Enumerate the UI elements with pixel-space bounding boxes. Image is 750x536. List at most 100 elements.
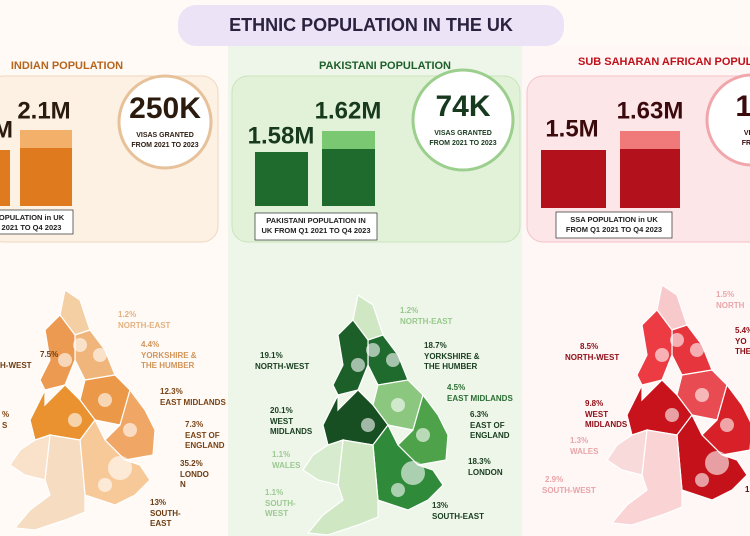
region-percent: 13%	[150, 498, 166, 507]
map-bubble	[720, 418, 734, 432]
caption-line: PAKISTANI POPULATION IN	[266, 216, 366, 225]
region-name: SOUTH-	[150, 509, 181, 518]
region-name: H-WEST	[0, 361, 32, 370]
region-name: NORTH	[716, 301, 745, 310]
map-region	[610, 429, 683, 526]
map-region	[302, 439, 344, 486]
panel-heading: INDIAN POPULATION	[11, 60, 123, 72]
region-name: MIDLANDS	[270, 427, 313, 436]
region-name: YO	[735, 337, 747, 346]
map-bubble	[108, 456, 132, 480]
region-percent: 1.1%	[272, 450, 290, 459]
map-bubble	[361, 418, 375, 432]
stat-bar	[255, 152, 308, 206]
visa-label: VISAS GRANTED	[136, 132, 194, 139]
map-bubble	[655, 348, 669, 362]
map-bubble	[98, 478, 112, 492]
stat-value: 1.62M	[315, 97, 382, 124]
region-name: SOUTH-WEST	[542, 486, 596, 495]
stat-value: 2.1M	[17, 97, 70, 124]
map-bubble	[366, 343, 380, 357]
visa-circle	[117, 74, 213, 170]
region-name: NORTH-EAST	[118, 321, 171, 330]
map-bubble	[73, 338, 87, 352]
visa-value: 13	[735, 90, 750, 123]
region-name: NORTH-EAST	[400, 317, 453, 326]
caption-box	[254, 212, 378, 241]
region-name: SOUTH-EAST	[432, 512, 484, 521]
region-name: EAST MIDLANDS	[160, 398, 226, 407]
visa-circle	[411, 68, 515, 172]
map-bubble	[93, 348, 107, 362]
page-title: ETHNIC POPULATION IN THE UK	[229, 15, 513, 35]
map-bubble	[123, 423, 137, 437]
region-percent: 1.3%	[570, 436, 588, 445]
region-percent: 5.4%	[735, 326, 750, 335]
region-percent: 19.1%	[260, 351, 283, 360]
visa-circle	[705, 73, 750, 167]
region-name: S	[2, 421, 8, 430]
region-percent: 7.3%	[185, 420, 203, 429]
region-percent: 8.5%	[580, 342, 598, 351]
region-name: LONDON	[468, 468, 503, 477]
stat-bar-top	[322, 131, 375, 149]
region-percent: %	[2, 410, 9, 419]
map-bubble	[58, 353, 72, 367]
region-percent: 1	[745, 485, 750, 494]
map-bubble	[98, 393, 112, 407]
visa-label: VISA	[744, 130, 750, 137]
stat-value: 1.5M	[545, 115, 598, 142]
region-name: NORTH-WEST	[255, 362, 309, 371]
region-name: WALES	[570, 447, 599, 456]
region-name: EAST	[150, 519, 171, 528]
map-bubble	[416, 428, 430, 442]
caption-line: 2021 TO Q4 2023	[2, 223, 62, 232]
stat-bar	[0, 150, 10, 206]
region-percent: 1.1%	[265, 488, 283, 497]
map-region	[9, 434, 51, 481]
region-name: N	[180, 480, 186, 489]
panel-heading: SUB SAHARAN AFRICAN POPULA	[578, 56, 750, 68]
visa-label: VISAS GRANTED	[434, 130, 492, 137]
panel-heading: PAKISTANI POPULATION	[319, 60, 451, 72]
map-bubble	[665, 408, 679, 422]
caption-box	[555, 211, 673, 239]
visa-label: FROM 2021 TO 2023	[429, 140, 496, 147]
region-percent: 7.5%	[40, 350, 58, 359]
map-region	[306, 439, 379, 536]
caption-line: SSA POPULATION in UK	[570, 215, 658, 224]
region-name: WALES	[272, 461, 301, 470]
caption-line: OPULATION in UK	[0, 213, 65, 222]
region-percent: 20.1%	[270, 406, 293, 415]
region-name: WEST	[270, 417, 293, 426]
stat-value: 1.63M	[617, 97, 684, 124]
stat-bar	[541, 150, 606, 208]
region-name: SOUTH-	[265, 499, 296, 508]
visa-label: FROM	[742, 140, 750, 147]
stat-value: M	[0, 116, 13, 143]
region-percent: 35.2%	[180, 459, 203, 468]
region-name: MIDLANDS	[585, 420, 628, 429]
region-name: ENGLAND	[470, 431, 510, 440]
region-percent: 9.8%	[585, 399, 603, 408]
region-name: THE HUMBER	[141, 361, 195, 370]
region-name: WEST	[585, 410, 608, 419]
map-bubble	[391, 398, 405, 412]
region-percent: 1.2%	[400, 306, 418, 315]
map-bubble	[351, 358, 365, 372]
region-percent: 1.2%	[118, 310, 136, 319]
caption-line: UK FROM Q1 2021 TO Q4 2023	[261, 226, 370, 235]
region-percent: 4.4%	[141, 340, 159, 349]
map-bubble	[68, 413, 82, 427]
map-bubble	[705, 451, 729, 475]
region-percent: 1.5%	[716, 290, 734, 299]
map-bubble	[670, 333, 684, 347]
region-percent: 18.3%	[468, 457, 491, 466]
stat-value: 1.58M	[248, 122, 315, 149]
region-name: EAST OF	[470, 421, 505, 430]
map-bubble	[391, 483, 405, 497]
visa-value: 74K	[435, 90, 490, 123]
region-percent: 18.7%	[424, 341, 447, 350]
